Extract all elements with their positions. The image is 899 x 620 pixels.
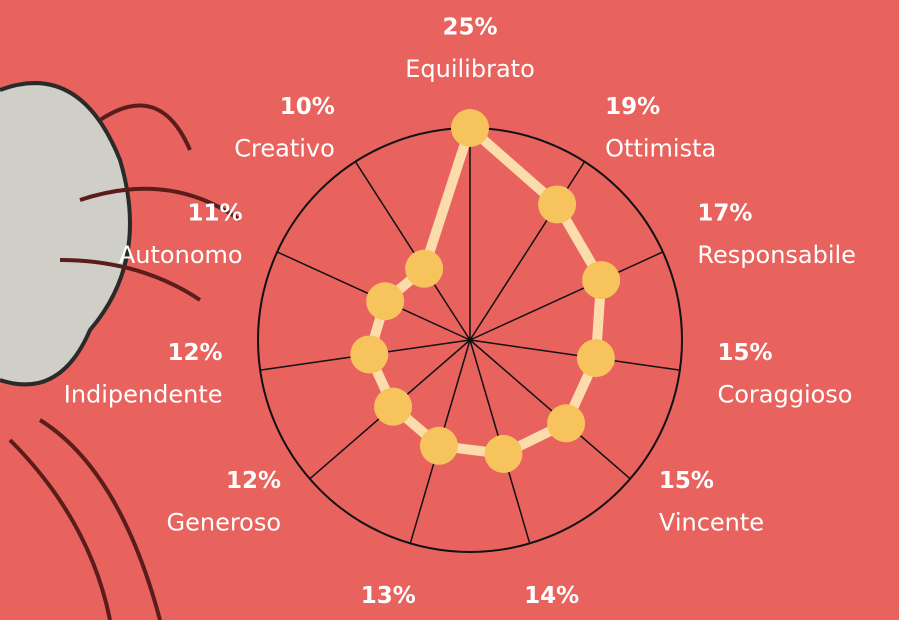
point [419, 426, 458, 465]
value-label: 15% [659, 468, 714, 494]
point [484, 434, 523, 473]
value-label: 15% [717, 340, 772, 366]
point [451, 109, 489, 147]
point [405, 249, 444, 288]
point [582, 261, 621, 300]
category-label: Responsabile [697, 241, 856, 269]
point [366, 282, 405, 321]
category-label: Creativo [234, 135, 335, 163]
spoke [469, 251, 664, 341]
point [547, 404, 586, 443]
value-label: 14% [524, 583, 579, 609]
value-label: 12% [167, 340, 222, 366]
category-label: Generoso [167, 509, 282, 537]
value-label: 12% [226, 468, 281, 494]
decoration [0, 81, 242, 620]
category-label: Ottimista [605, 135, 716, 163]
category-label: Indipendente [64, 381, 223, 409]
value-label: 17% [697, 201, 752, 227]
point [350, 335, 389, 374]
point [576, 339, 615, 378]
value-label: 13% [361, 583, 416, 609]
spoke [469, 339, 680, 371]
value-label: 11% [188, 201, 243, 227]
category-label: Equilibrato [405, 55, 535, 83]
value-label: 25% [442, 15, 497, 41]
point [374, 387, 413, 426]
category-label: Vincente [659, 509, 764, 537]
value-label: 10% [280, 94, 335, 120]
category-label: Coraggioso [717, 381, 852, 409]
point [538, 185, 577, 224]
spoke [354, 161, 471, 341]
category-label: Autonomo [119, 241, 243, 269]
value-label: 19% [605, 94, 660, 120]
spoke [469, 339, 631, 480]
